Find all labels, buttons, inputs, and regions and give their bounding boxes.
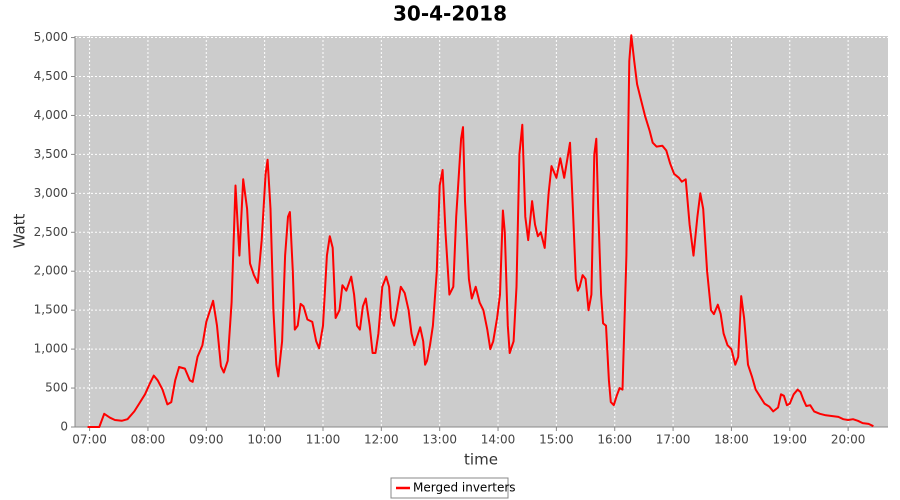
x-tick-label: 18:00 xyxy=(714,433,749,447)
y-tick-label: 500 xyxy=(45,381,68,395)
x-tick-label: 13:00 xyxy=(422,433,457,447)
data-line xyxy=(87,34,874,428)
x-tick-label: 15:00 xyxy=(539,433,574,447)
x-tick-label: 08:00 xyxy=(131,433,166,447)
y-tick-label: 5,000 xyxy=(34,30,68,44)
x-tick-label: 20:00 xyxy=(831,433,866,447)
x-tick-label: 14:00 xyxy=(481,433,516,447)
x-tick-label: 17:00 xyxy=(656,433,691,447)
chart-title: 30-4-2018 xyxy=(393,2,507,26)
x-tick-label: 09:00 xyxy=(189,433,224,447)
y-tick-label: 4,500 xyxy=(34,69,68,83)
x-tick-label: 11:00 xyxy=(306,433,341,447)
y-tick-label: 2,000 xyxy=(34,264,68,278)
legend-label: Merged inverters xyxy=(413,481,516,495)
x-tick-label: 16:00 xyxy=(597,433,632,447)
y-tick-label: 3,000 xyxy=(34,186,68,200)
plot-area xyxy=(75,36,888,427)
y-tick-label: 1,000 xyxy=(34,342,68,356)
legend-box xyxy=(390,477,509,499)
y-tick-label: 1,500 xyxy=(34,303,68,317)
y-tick-label: 4,000 xyxy=(34,108,68,122)
y-axis-label: Watt xyxy=(11,213,29,248)
x-tick-label: 12:00 xyxy=(364,433,399,447)
x-tick-label: 10:00 xyxy=(247,433,282,447)
x-axis-label: time xyxy=(464,451,498,469)
y-tick-label: 2,500 xyxy=(34,225,68,239)
x-tick-label: 07:00 xyxy=(72,433,107,447)
x-tick-label: 19:00 xyxy=(772,433,807,447)
y-tick-label: 0 xyxy=(60,420,68,434)
y-tick-label: 3,500 xyxy=(34,147,68,161)
legend: Merged inverters xyxy=(390,477,516,499)
